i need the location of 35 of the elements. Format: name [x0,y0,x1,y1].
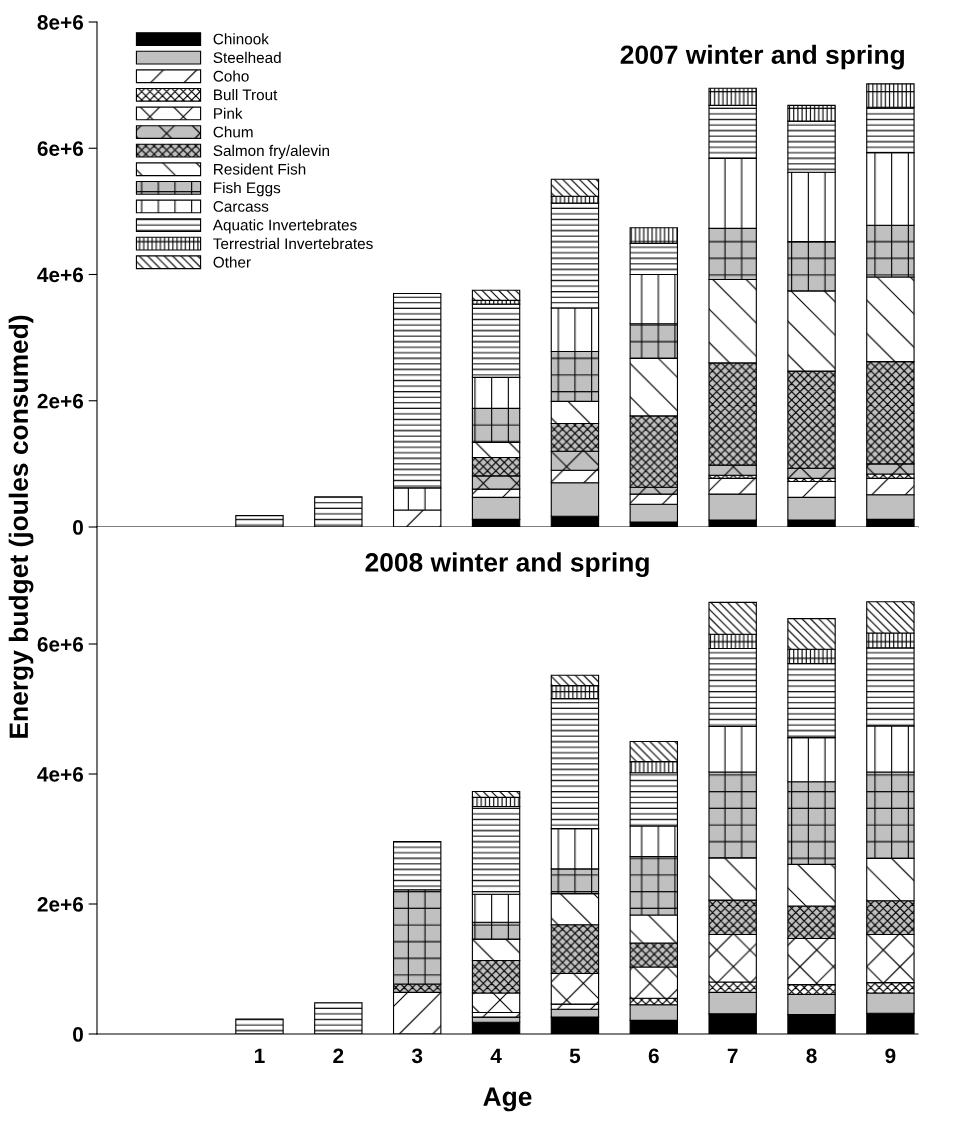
y-tick-label: 4e+6 [37,767,84,782]
legend-label: Steelhead [213,51,281,64]
legend-label: Coho [213,70,249,82]
x-axis-title: Age [483,1087,532,1112]
x-tick-label: 5 [569,1048,581,1064]
legend-label: Salmon fry/alevin [213,144,330,160]
legend-label: Carcass [213,201,269,212]
x-tick-label: 8 [806,1048,817,1064]
legend-label: Chum [213,126,253,138]
legend-label: Other [213,256,251,268]
y-tick-label: 8e+6 [37,15,84,30]
text: 2008 winter and spring [365,552,649,578]
x-tick-label: 7 [727,1048,738,1063]
legend-label: Bull Trout [214,89,278,101]
legend-label: Fish Eggs [214,182,281,197]
legend-label: Resident Fish [214,163,306,175]
y-tick-label: 0 [73,1027,83,1042]
y-tick-label: 6e+6 [37,141,84,156]
x-tick-label: 6 [648,1048,659,1064]
y-tick-label: 6e+6 [37,637,84,652]
text: 2007 winter and spring [620,44,904,70]
legend-label: Aquatic Invertebrates [212,219,357,234]
y-tick-label: 2e+6 [37,897,84,912]
x-tick-label: 4 [490,1048,502,1063]
y-axis-title: Energy budget (joules consumed) [8,315,34,738]
legend-label: Pink [214,107,243,119]
x-tick-label: 3 [411,1048,423,1064]
x-tick-label: 2 [333,1048,344,1063]
x-tick-label: 9 [885,1048,896,1064]
y-tick-label: 4e+6 [37,267,84,283]
x-tick-label: 1 [254,1048,265,1063]
y-tick-label: 2e+6 [37,393,84,409]
legend-label: Chinook [213,33,269,45]
legend-label: Terrestrial Invertebrates [213,237,373,250]
y-tick-label: 0 [73,520,83,535]
